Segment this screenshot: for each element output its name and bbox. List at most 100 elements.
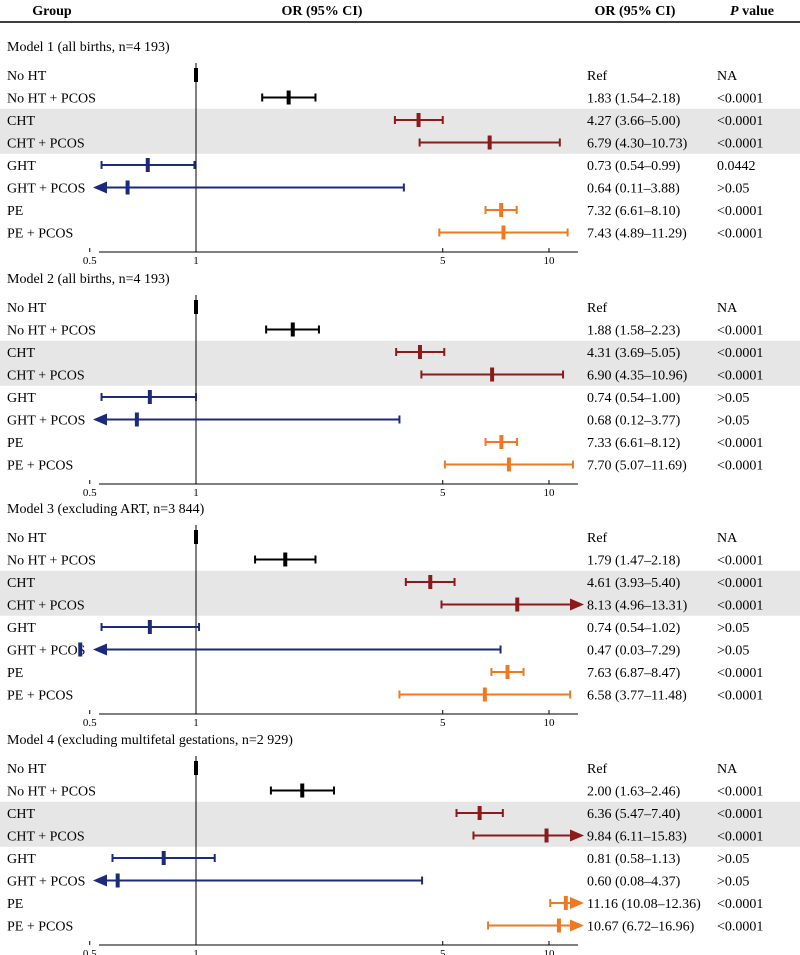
table-row: CHT + PCOS 8.13 (4.96–13.31) <0.0001 xyxy=(7,597,763,614)
x-tick-label: 1 xyxy=(193,717,199,729)
x-tick-label: 1 xyxy=(193,948,199,955)
row-p-value: 0.0442 xyxy=(717,159,756,174)
ci-arrow-left xyxy=(93,413,107,426)
x-axis: 0.5 1 5 10 xyxy=(83,480,578,499)
row-group-label: CHT xyxy=(7,114,35,129)
row-or-ci: 4.31 (3.69–5.05) xyxy=(587,346,681,361)
row-or-ci: 0.74 (0.54–1.02) xyxy=(587,621,681,636)
table-row: No HT + PCOS 1.79 (1.47–2.18) <0.0001 xyxy=(7,552,763,569)
row-or-ci: 1.79 (1.47–2.18) xyxy=(587,554,681,569)
row-p-value: <0.0001 xyxy=(717,92,763,107)
x-tick-label: 5 xyxy=(440,255,446,267)
table-row: No HT + PCOS 1.83 (1.54–2.18) <0.0001 xyxy=(7,90,763,107)
shaded-band xyxy=(0,801,800,847)
table-row: PE + PCOS 7.70 (5.07–11.69) <0.0001 xyxy=(7,457,763,474)
row-or-ci: 7.33 (6.61–8.12) xyxy=(587,436,681,451)
point-estimate xyxy=(499,435,504,449)
point-estimate xyxy=(556,918,561,933)
shaded-band xyxy=(0,570,800,616)
row-p-value: >0.05 xyxy=(717,414,749,429)
row-group-label: PE + PCOS xyxy=(7,227,73,242)
row-p-value: >0.05 xyxy=(717,621,749,636)
table-row: GHT + PCOS 0.60 (0.08–4.37) >0.05 xyxy=(7,873,749,890)
table-row: CHT + PCOS 6.79 (4.30–10.73) <0.0001 xyxy=(7,135,763,152)
row-p-value: NA xyxy=(717,531,738,546)
row-or-ci: 11.16 (10.08–12.36) xyxy=(587,897,701,912)
column-headers: Group OR (95% CI) OR (95% CI) P value xyxy=(0,4,800,23)
row-or-ci: 6.36 (5.47–7.40) xyxy=(587,807,681,822)
row-p-value: <0.0001 xyxy=(717,204,763,219)
table-row: PE + PCOS 6.58 (3.77–11.48) <0.0001 xyxy=(7,687,763,704)
row-or-ci: 7.70 (5.07–11.69) xyxy=(587,459,687,474)
ci-arrow-left xyxy=(93,181,107,194)
x-tick-label: 0.5 xyxy=(83,487,97,499)
reference-marker xyxy=(194,761,198,775)
table-row: PE 11.16 (10.08–12.36) <0.0001 xyxy=(7,896,763,912)
row-group-label: GHT + PCOS xyxy=(7,644,85,659)
row-or-ci: 7.63 (6.87–8.47) xyxy=(587,666,681,681)
row-p-value: <0.0001 xyxy=(717,369,763,384)
panel-title: Model 4 (excluding multifetal gestations… xyxy=(7,733,293,748)
row-p-value: <0.0001 xyxy=(717,920,763,935)
point-estimate xyxy=(416,113,421,127)
table-row: No HT Ref NA xyxy=(7,300,738,316)
table-row: GHT 0.74 (0.54–1.02) >0.05 xyxy=(7,620,749,636)
row-or-ci: 4.27 (3.66–5.00) xyxy=(587,114,681,129)
row-group-label: No HT + PCOS xyxy=(7,785,96,800)
row-group-label: PE xyxy=(7,436,23,451)
row-group-label: CHT + PCOS xyxy=(7,369,85,384)
row-p-value: <0.0001 xyxy=(717,689,763,704)
table-row: GHT + PCOS 0.47 (0.03–7.29) >0.05 xyxy=(7,642,749,659)
row-or-ci: 1.83 (1.54–2.18) xyxy=(587,92,681,107)
header-group: Group xyxy=(32,4,72,19)
panel-1: Model 1 (all births, n=4 193) 0.5 1 5 10 No H… xyxy=(0,40,800,267)
x-axis: 0.5 1 5 10 xyxy=(83,248,578,267)
row-p-value: <0.0001 xyxy=(717,459,763,474)
header-p-value: P value xyxy=(730,4,774,19)
table-row: CHT 4.61 (3.93–5.40) <0.0001 xyxy=(7,575,763,591)
ci-arrow-right xyxy=(570,829,584,842)
table-row: PE 7.63 (6.87–8.47) <0.0001 xyxy=(7,665,763,681)
row-or-ci: Ref xyxy=(587,301,608,316)
panel-3: Model 3 (excluding ART, n=3 844) 0.5 1 5 10 N… xyxy=(0,502,800,729)
row-or-ci: Ref xyxy=(587,69,608,84)
row-or-ci: 0.68 (0.12–3.77) xyxy=(587,414,681,429)
point-estimate xyxy=(490,367,495,382)
row-p-value: <0.0001 xyxy=(717,830,763,845)
x-tick-label: 0.5 xyxy=(83,717,97,729)
point-estimate xyxy=(161,851,166,865)
row-or-ci: 6.90 (4.35–10.96) xyxy=(587,369,688,384)
point-estimate xyxy=(499,203,504,217)
x-tick-label: 1 xyxy=(193,487,199,499)
row-group-label: PE xyxy=(7,897,23,912)
row-or-ci: 0.74 (0.54–1.00) xyxy=(587,391,681,406)
ci-arrow-right xyxy=(570,919,584,932)
row-p-value: <0.0001 xyxy=(717,599,763,614)
table-row: No HT + PCOS 2.00 (1.63–2.46) <0.0001 xyxy=(7,783,763,800)
x-tick-label: 1 xyxy=(193,255,199,267)
row-or-ci: 8.13 (4.96–13.31) xyxy=(587,599,688,614)
row-group-label: GHT + PCOS xyxy=(7,414,85,429)
row-group-label: CHT + PCOS xyxy=(7,599,85,614)
table-row: PE 7.32 (6.61–8.10) <0.0001 xyxy=(7,203,763,219)
table-row: No HT Ref NA xyxy=(7,68,738,84)
row-group-label: GHT + PCOS xyxy=(7,875,85,890)
point-estimate xyxy=(147,390,152,404)
row-p-value: >0.05 xyxy=(717,875,749,890)
row-group-label: No HT xyxy=(7,531,47,546)
point-estimate xyxy=(115,873,120,888)
row-group-label: No HT xyxy=(7,69,47,84)
row-group-label: PE xyxy=(7,666,23,681)
row-p-value: <0.0001 xyxy=(717,897,763,912)
row-group-label: CHT xyxy=(7,346,35,361)
row-p-value: <0.0001 xyxy=(717,666,763,681)
row-group-label: PE + PCOS xyxy=(7,459,73,474)
row-group-label: PE xyxy=(7,204,23,219)
panels: Model 1 (all births, n=4 193) 0.5 1 5 10 No H… xyxy=(0,40,800,955)
row-group-label: GHT + PCOS xyxy=(7,182,85,197)
table-row: CHT + PCOS 6.90 (4.35–10.96) <0.0001 xyxy=(7,367,763,384)
table-row: GHT 0.81 (0.58–1.13) >0.05 xyxy=(7,851,749,867)
row-p-value: <0.0001 xyxy=(717,114,763,129)
row-p-value: >0.05 xyxy=(717,391,749,406)
row-or-ci: 10.67 (6.72–16.96) xyxy=(587,920,695,935)
